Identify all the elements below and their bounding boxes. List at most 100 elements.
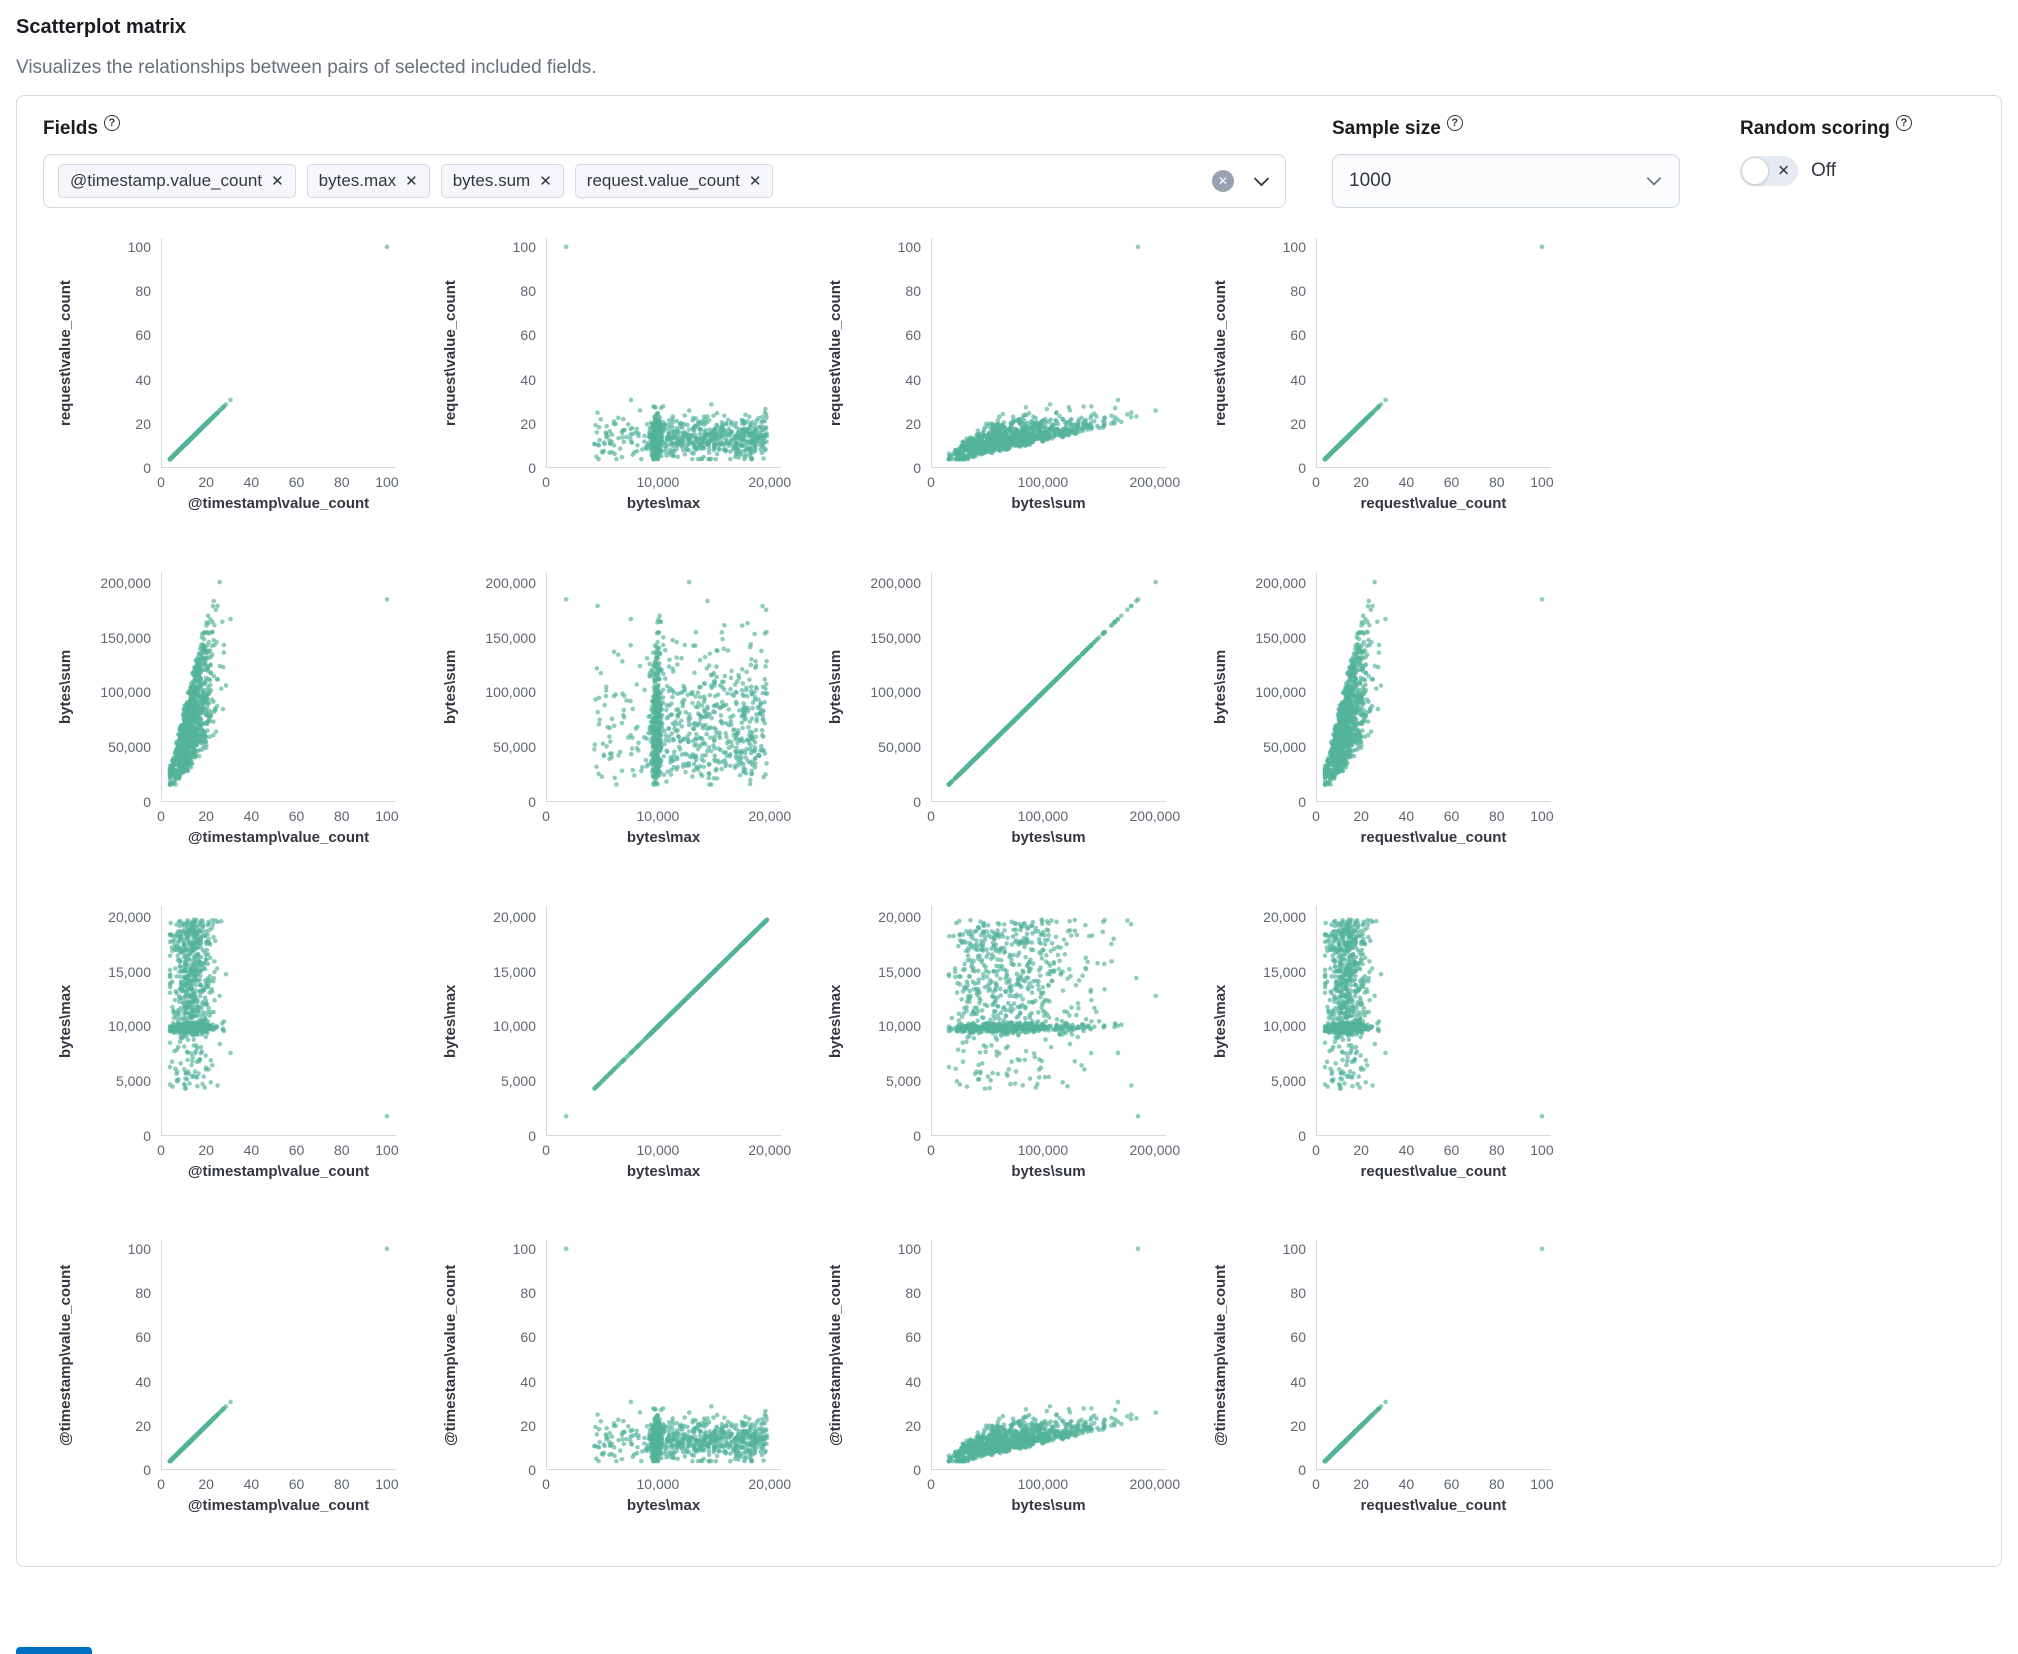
- x-tick-label: 20,000: [748, 1476, 792, 1492]
- x-tick-label: 80: [1488, 808, 1505, 824]
- x-tick-label: 0: [157, 474, 165, 490]
- x-tick-label: 40: [243, 1142, 260, 1158]
- y-tick-label: 200,000: [1255, 574, 1306, 591]
- x-tick-label: 10,000: [636, 808, 680, 824]
- scatter-canvas: [1316, 906, 1551, 1136]
- sample-size-label-text: Sample size: [1332, 118, 1441, 139]
- x-tick-label: 20: [1353, 808, 1369, 824]
- x-tick-label: 0: [542, 1476, 550, 1492]
- x-axis-ticks: 0 100,000 200,000: [927, 468, 1180, 492]
- y-tick-label: 50,000: [493, 739, 536, 756]
- controls-row: Fields ? @timestamp.value_count ✕ bytes.ma…: [43, 115, 1975, 208]
- remove-field-icon[interactable]: ✕: [539, 172, 552, 190]
- x-tick-label: 20,000: [748, 808, 792, 824]
- x-tick-label: 40: [243, 808, 260, 824]
- y-tick-label: 40: [135, 1373, 151, 1390]
- x-tick-label: 10,000: [636, 1476, 680, 1492]
- scatter-canvas: [931, 238, 1166, 468]
- y-tick-label: 200,000: [870, 574, 921, 591]
- scatter-plot: [1316, 1240, 1551, 1470]
- random-scoring-group: Random scoring ? ✕ Off: [1740, 115, 1912, 186]
- x-tick-label: 20: [198, 1476, 214, 1492]
- x-axis-title: bytes\sum: [1011, 1163, 1086, 1180]
- field-pill-1[interactable]: bytes.max ✕: [306, 164, 430, 198]
- random-scoring-toggle[interactable]: ✕: [1740, 156, 1798, 186]
- y-tick-label: 150,000: [100, 629, 151, 646]
- y-axis-title: bytes\max: [827, 984, 844, 1058]
- y-axis-ticks: 0 50,000 100,000 150,000 200,000: [1238, 572, 1316, 810]
- x-tick-label: 80: [333, 1142, 350, 1158]
- y-tick-label: 15,000: [108, 963, 151, 980]
- help-icon[interactable]: ?: [1895, 115, 1912, 131]
- y-tick-label: 80: [520, 1285, 536, 1302]
- y-tick-label: 200,000: [100, 574, 151, 591]
- y-tick-label: 100: [512, 1240, 536, 1257]
- field-pill-0[interactable]: @timestamp.value_count ✕: [58, 164, 296, 198]
- scatter-cell-0-1: request\value_count 0 20 40 60 80 100 0 10,000 20…: [442, 238, 791, 518]
- x-axis-title: @timestamp\value_count: [187, 1497, 370, 1514]
- y-tick-label: 0: [1298, 1128, 1306, 1144]
- y-tick-label: 100: [1282, 1240, 1306, 1257]
- sample-size-select[interactable]: 1000: [1332, 154, 1680, 208]
- y-axis-ticks: 0 5,000 10,000 15,000 20,000: [468, 906, 546, 1144]
- y-tick-label: 40: [520, 371, 536, 388]
- scatter-canvas: [161, 1240, 396, 1470]
- y-tick-label: 5,000: [115, 1073, 151, 1090]
- chevron-down-icon[interactable]: [1252, 172, 1271, 191]
- y-tick-label: 0: [913, 460, 921, 476]
- fields-combobox[interactable]: @timestamp.value_count ✕ bytes.max ✕ bytes.s…: [43, 154, 1286, 208]
- x-tick-label: 0: [1312, 1476, 1320, 1492]
- field-pill-3[interactable]: request.value_count ✕: [574, 164, 774, 198]
- y-tick-label: 0: [143, 794, 151, 810]
- help-icon[interactable]: ?: [103, 115, 120, 131]
- x-axis-title: bytes\sum: [1011, 495, 1086, 512]
- x-tick-label: 20: [198, 808, 214, 824]
- x-axis-ticks: 0 20 40 60 80 100: [1312, 468, 1554, 492]
- x-tick-label: 0: [927, 1142, 935, 1158]
- scatter-plot: [546, 572, 781, 802]
- remove-field-icon[interactable]: ✕: [748, 172, 762, 190]
- y-tick-label: 0: [528, 1128, 536, 1144]
- x-tick-label: 60: [288, 1476, 305, 1492]
- y-axis-ticks: 0 5,000 10,000 15,000 20,000: [83, 906, 161, 1144]
- x-tick-label: 40: [1398, 1142, 1415, 1158]
- x-axis-title: bytes\max: [626, 1497, 701, 1514]
- x-axis-title: request\value_count: [1360, 1163, 1507, 1180]
- scatter-canvas: [1316, 572, 1551, 802]
- clear-all-icon[interactable]: ✕: [1212, 170, 1234, 192]
- y-tick-label: 0: [143, 1462, 151, 1478]
- scatter-cell-3-3: @timestamp\value_count 0 20 40 60 80 100 0 20 40 6…: [1212, 1240, 1554, 1520]
- x-axis-ticks: 0 100,000 200,000: [927, 1470, 1180, 1494]
- x-tick-label: 20,000: [748, 1142, 792, 1158]
- scatter-cell-1-0: bytes\sum 0 50,000 100,000 150,000 200,000 0 20…: [57, 572, 399, 852]
- x-tick-label: 40: [1398, 1476, 1415, 1492]
- random-scoring-state: Off: [1811, 160, 1836, 181]
- page-title: Scatterplot matrix: [16, 16, 187, 38]
- y-tick-label: 10,000: [108, 1018, 151, 1035]
- scatter-plot: [161, 238, 396, 468]
- partially-visible-button[interactable]: [16, 1647, 92, 1654]
- x-axis-title: bytes\max: [626, 495, 701, 512]
- x-tick-label: 60: [288, 474, 305, 490]
- y-axis-ticks: 0 5,000 10,000 15,000 20,000: [853, 906, 931, 1144]
- x-tick-label: 100: [375, 1142, 399, 1158]
- remove-field-icon[interactable]: ✕: [405, 172, 418, 190]
- field-pill-label: request.value_count: [586, 171, 740, 190]
- x-axis-title: @timestamp\value_count: [187, 495, 370, 512]
- field-pill-2[interactable]: bytes.sum ✕: [440, 164, 564, 198]
- y-tick-label: 100,000: [1255, 684, 1306, 701]
- scatter-canvas: [1316, 238, 1551, 468]
- scatter-cell-3-2: @timestamp\value_count 0 20 40 60 80 100 0 100,0…: [827, 1240, 1180, 1520]
- help-icon[interactable]: ?: [1446, 115, 1463, 131]
- y-tick-label: 100: [127, 238, 151, 255]
- x-axis-ticks: 0 10,000 20,000: [542, 802, 791, 826]
- y-tick-label: 20,000: [1263, 908, 1306, 925]
- y-tick-label: 0: [1298, 1462, 1306, 1478]
- y-tick-label: 5,000: [885, 1073, 921, 1090]
- scatter-canvas: [931, 572, 1166, 802]
- y-axis-title: @timestamp\value_count: [442, 1264, 459, 1446]
- y-axis-title: @timestamp\value_count: [827, 1264, 844, 1446]
- remove-field-icon[interactable]: ✕: [271, 172, 284, 190]
- x-tick-label: 0: [157, 1476, 165, 1492]
- scatter-cell-3-0: @timestamp\value_count 0 20 40 60 80 100 0 20 40 6…: [57, 1240, 399, 1520]
